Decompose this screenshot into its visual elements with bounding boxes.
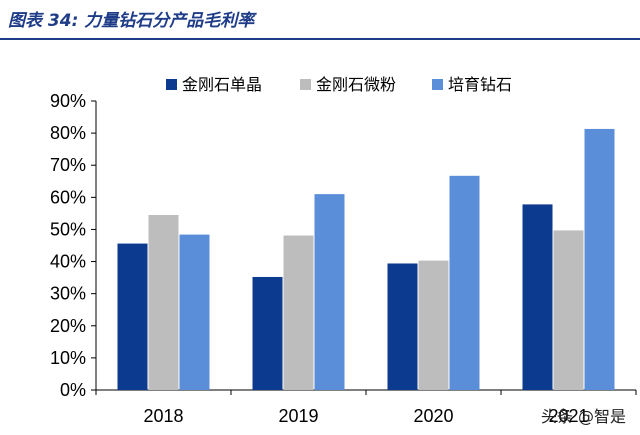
bar-2018-3 [179, 234, 210, 390]
legend-swatch [300, 79, 311, 90]
y-tick-label: 60% [50, 187, 86, 207]
bar-2018-1 [117, 243, 148, 390]
bar-2020-1 [387, 263, 418, 390]
x-tick-label: 2021 [548, 406, 588, 426]
bar-2019-1 [252, 276, 283, 390]
bar-2021-1 [522, 204, 553, 390]
y-tick-label: 40% [50, 252, 86, 272]
chart-caption: 图表 34: 力量钻石分产品毛利率 [8, 11, 255, 31]
y-tick-label: 30% [50, 284, 86, 304]
y-tick-label: 80% [50, 123, 86, 143]
bars [117, 128, 615, 391]
x-tick-label: 2019 [278, 406, 318, 426]
y-tick-label: 50% [50, 219, 86, 239]
y-tick-label: 70% [50, 155, 86, 175]
legend-swatch [432, 79, 443, 90]
bar-2020-2 [418, 260, 449, 390]
legend: 金刚石单晶 金刚石微粉 培育钻石 [166, 75, 512, 94]
bar-2021-3 [584, 128, 615, 391]
legend-label: 培育钻石 [448, 75, 512, 94]
legend-label: 金刚石微粉 [316, 75, 396, 94]
y-axis: 0% 10% 20% 30% 40% 50% 60% 70% 80% 90% [50, 91, 97, 400]
bar-2018-2 [148, 214, 179, 390]
y-tick-label: 20% [50, 316, 86, 336]
bar-2019-3 [314, 194, 345, 390]
y-tick-label: 10% [50, 348, 86, 368]
x-tick-label: 2020 [413, 406, 453, 426]
y-tick-label: 90% [50, 91, 86, 111]
y-tick-label: 0% [60, 380, 86, 400]
bar-2020-3 [449, 175, 480, 390]
x-tick-label: 2018 [143, 406, 183, 426]
legend-swatch [166, 79, 177, 90]
bar-2019-2 [283, 235, 314, 390]
watermark: 头条 @智是 [540, 407, 626, 426]
legend-label: 金刚石单晶 [182, 75, 262, 94]
bar-2021-2 [553, 230, 584, 390]
caption-divider [0, 38, 640, 40]
